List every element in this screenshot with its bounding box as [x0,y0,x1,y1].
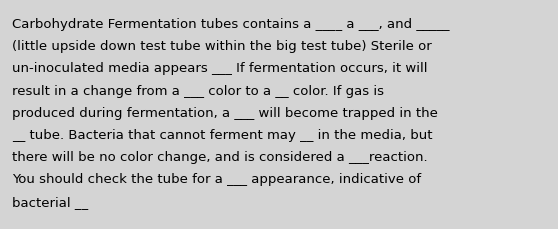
Text: un-inoculated media appears ___ If fermentation occurs, it will: un-inoculated media appears ___ If ferme… [12,62,427,75]
Text: Carbohydrate Fermentation tubes contains a ____ a ___, and _____: Carbohydrate Fermentation tubes contains… [12,18,450,31]
Text: bacterial __: bacterial __ [12,195,88,208]
Text: there will be no color change, and is considered a ___reaction.: there will be no color change, and is co… [12,150,427,164]
Text: produced during fermentation, a ___ will become trapped in the: produced during fermentation, a ___ will… [12,106,438,119]
Text: You should check the tube for a ___ appearance, indicative of: You should check the tube for a ___ appe… [12,173,421,185]
Text: __ tube. Bacteria that cannot ferment may __ in the media, but: __ tube. Bacteria that cannot ferment ma… [12,128,432,141]
Text: result in a change from a ___ color to a __ color. If gas is: result in a change from a ___ color to a… [12,84,384,97]
Text: (little upside down test tube within the big test tube) Sterile or: (little upside down test tube within the… [12,40,432,53]
